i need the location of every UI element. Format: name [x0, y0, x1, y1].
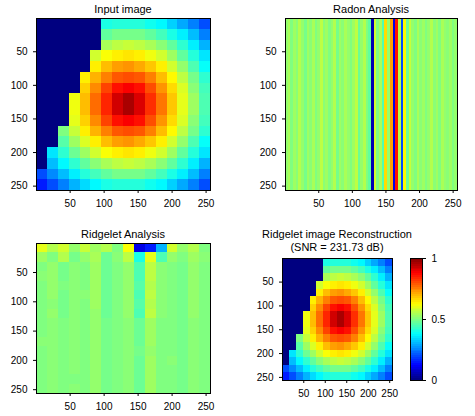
- svg-text:50: 50: [262, 276, 274, 287]
- svg-text:100: 100: [11, 80, 28, 91]
- svg-text:100: 100: [96, 401, 113, 412]
- svg-text:150: 150: [338, 388, 355, 399]
- svg-text:50: 50: [265, 46, 277, 57]
- svg-text:250: 250: [260, 180, 277, 191]
- svg-text:50: 50: [298, 388, 310, 399]
- svg-text:50: 50: [65, 401, 77, 412]
- svg-text:100: 100: [11, 296, 28, 307]
- html-text:(SNR = 231.73 dB): (SNR = 231.73 dB): [290, 241, 384, 253]
- svg-text:150: 150: [130, 401, 147, 412]
- svg-text:0.5: 0.5: [432, 314, 446, 325]
- svg-text:100: 100: [260, 80, 277, 91]
- svg-text:200: 200: [360, 388, 377, 399]
- svg-text:50: 50: [16, 46, 28, 57]
- svg-text:100: 100: [317, 388, 334, 399]
- svg-text:250: 250: [198, 198, 215, 209]
- svg-text:1: 1: [432, 253, 438, 264]
- svg-text:250: 250: [11, 180, 28, 191]
- svg-text:250: 250: [381, 388, 398, 399]
- html-text:Input image: Input image: [94, 3, 152, 15]
- svg-text:150: 150: [257, 324, 274, 335]
- svg-text:250: 250: [11, 384, 28, 395]
- svg-text:200: 200: [257, 348, 274, 359]
- svg-text:50: 50: [65, 198, 77, 209]
- html-text:Ridgelet image Reconstruction: Ridgelet image Reconstruction: [262, 228, 412, 240]
- html-text:Radon Analysis: Radon Analysis: [333, 3, 409, 15]
- svg-text:200: 200: [11, 355, 28, 366]
- svg-text:200: 200: [164, 401, 181, 412]
- html-text:Ridgelet Analysis: Ridgelet Analysis: [81, 228, 165, 240]
- svg-text:150: 150: [378, 198, 395, 209]
- svg-text:100: 100: [257, 300, 274, 311]
- svg-text:250: 250: [198, 401, 215, 412]
- svg-text:50: 50: [313, 198, 325, 209]
- svg-text:150: 150: [11, 113, 28, 124]
- svg-text:250: 250: [445, 198, 462, 209]
- svg-text:200: 200: [411, 198, 428, 209]
- svg-text:200: 200: [260, 147, 277, 158]
- svg-text:100: 100: [344, 198, 361, 209]
- svg-text:200: 200: [164, 198, 181, 209]
- svg-text:150: 150: [11, 325, 28, 336]
- svg-text:150: 150: [130, 198, 147, 209]
- svg-text:100: 100: [96, 198, 113, 209]
- svg-text:250: 250: [257, 372, 274, 383]
- svg-text:0: 0: [432, 375, 438, 386]
- svg-text:200: 200: [11, 147, 28, 158]
- svg-text:150: 150: [260, 113, 277, 124]
- svg-text:50: 50: [16, 267, 28, 278]
